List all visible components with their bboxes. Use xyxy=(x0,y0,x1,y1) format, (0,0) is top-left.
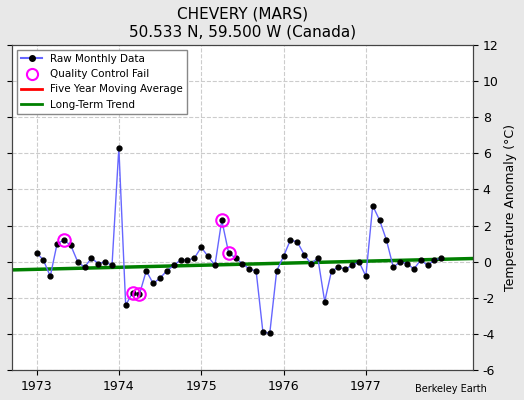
Title: CHEVERY (MARS)
50.533 N, 59.500 W (Canada): CHEVERY (MARS) 50.533 N, 59.500 W (Canad… xyxy=(129,7,356,39)
Text: Berkeley Earth: Berkeley Earth xyxy=(416,384,487,394)
Legend: Raw Monthly Data, Quality Control Fail, Five Year Moving Average, Long-Term Tren: Raw Monthly Data, Quality Control Fail, … xyxy=(17,50,187,114)
Y-axis label: Temperature Anomaly (°C): Temperature Anomaly (°C) xyxy=(504,124,517,291)
